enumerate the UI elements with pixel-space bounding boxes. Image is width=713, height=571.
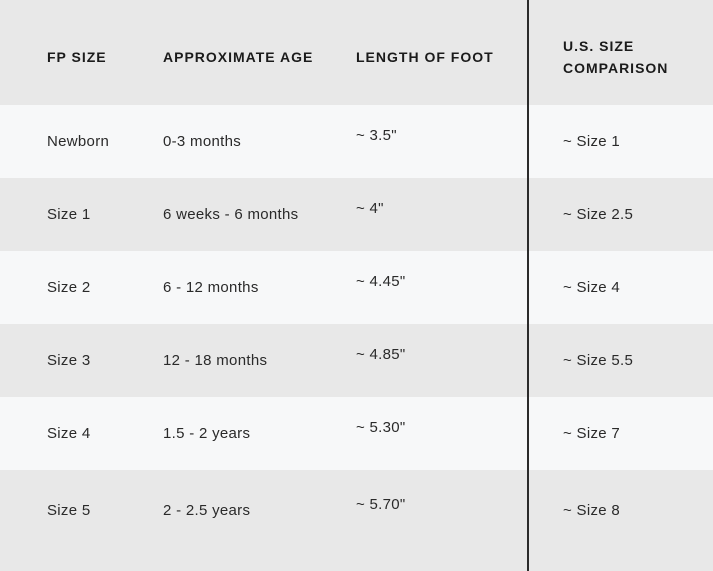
cell-length-of-foot: ~ 4" bbox=[356, 200, 384, 217]
cell-length-of-foot: ~ 5.30" bbox=[356, 419, 406, 436]
table-row-size-4: Size 4 1.5 - 2 years ~ 5.30" ~ Size 7 bbox=[0, 397, 713, 470]
header-fp-size: FP SIZE bbox=[47, 49, 107, 65]
cell-fp-size: Size 2 bbox=[47, 279, 91, 296]
cell-length-of-foot: ~ 4.85" bbox=[356, 346, 406, 363]
cell-fp-size: Newborn bbox=[47, 133, 110, 150]
cell-length-of-foot: ~ 4.45" bbox=[356, 273, 406, 290]
cell-length-of-foot: ~ 5.70" bbox=[356, 496, 406, 513]
table-row-newborn: Newborn 0-3 months ~ 3.5" ~ Size 1 bbox=[0, 105, 713, 178]
cell-approximate-age: 1.5 - 2 years bbox=[163, 425, 251, 442]
cell-approximate-age: 6 weeks - 6 months bbox=[163, 206, 299, 223]
cell-fp-size: Size 3 bbox=[47, 352, 91, 369]
header-row: FP SIZE APPROXIMATE AGE LENGTH OF FOOT U… bbox=[0, 0, 713, 105]
cell-approximate-age: 2 - 2.5 years bbox=[163, 502, 251, 519]
cell-us-size: ~ Size 4 bbox=[563, 279, 621, 296]
cell-approximate-age: 6 - 12 months bbox=[163, 279, 259, 296]
cell-fp-size: Size 4 bbox=[47, 425, 91, 442]
table-row-size-3: Size 3 12 - 18 months ~ 4.85" ~ Size 5.5 bbox=[0, 324, 713, 397]
cell-fp-size: Size 5 bbox=[47, 502, 91, 519]
cell-approximate-age: 0-3 months bbox=[163, 133, 242, 150]
column-divider-line bbox=[527, 0, 529, 571]
table-row-size-5: Size 5 2 - 2.5 years ~ 5.70" ~ Size 8 bbox=[0, 470, 713, 571]
cell-us-size: ~ Size 8 bbox=[563, 502, 621, 519]
cell-approximate-age: 12 - 18 months bbox=[163, 352, 268, 369]
cell-fp-size: Size 1 bbox=[47, 206, 91, 223]
cell-us-size: ~ Size 2.5 bbox=[563, 206, 634, 223]
cell-us-size: ~ Size 7 bbox=[563, 425, 621, 442]
cell-us-size: ~ Size 1 bbox=[563, 133, 621, 150]
header-approximate-age: APPROXIMATE AGE bbox=[163, 49, 314, 65]
cell-us-size: ~ Size 5.5 bbox=[563, 352, 634, 369]
header-length-of-foot: LENGTH OF FOOT bbox=[356, 49, 494, 65]
table-row-size-1: Size 1 6 weeks - 6 months ~ 4" ~ Size 2.… bbox=[0, 178, 713, 251]
table-row-size-2: Size 2 6 - 12 months ~ 4.45" ~ Size 4 bbox=[0, 251, 713, 324]
header-us-size-comparison: U.S. SIZE COMPARISON bbox=[563, 38, 669, 76]
cell-length-of-foot: ~ 3.5" bbox=[356, 127, 397, 144]
